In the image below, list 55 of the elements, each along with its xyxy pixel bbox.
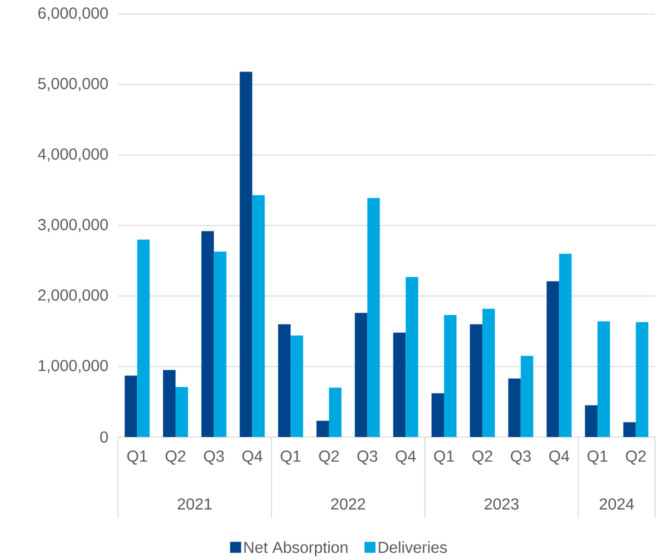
y-tick-label: 0 [100,431,108,443]
bar [470,324,482,437]
bar [124,376,138,437]
x-tick-label: Q2 [166,450,186,465]
x-tick-label: Q1 [280,450,300,465]
bar [546,281,560,437]
bar [137,240,150,437]
bar [214,252,226,437]
bar [201,231,214,437]
text: 2023 [484,498,519,510]
x-tick-label: Q4 [396,450,416,465]
bar [597,321,610,437]
x-tick-label: Q3 [204,450,224,465]
bar [290,335,304,437]
bar [328,388,342,437]
x-tick-label: Q3 [510,450,531,465]
bar [393,332,406,437]
x-tick-label: Q1 [588,450,608,465]
bar [163,370,176,437]
bar [444,315,457,437]
bar [432,393,444,437]
bar [240,72,252,437]
y-tick-label: 5,000,000 [38,78,108,92]
x-tick-label: Q2 [626,450,646,465]
bar [636,322,648,437]
bar [176,386,188,437]
y-tick-label: 1,000,000 [38,360,108,374]
bar [584,405,598,437]
bar [252,195,265,437]
bar [278,324,291,437]
x-tick-label: Q4 [549,450,570,465]
bar [406,276,418,437]
bar [482,308,495,437]
x-tick-label: Q3 [357,450,378,465]
legend-label: Deliveries [378,541,447,554]
y-tick-label: 6,000,000 [38,7,108,21]
text: 2021 [178,498,212,510]
x-tick-label: Q2 [472,450,492,465]
text: 2022 [331,498,366,510]
bar [520,356,534,437]
bar [508,378,521,437]
x-tick-label: Q2 [319,450,339,465]
y-tick-label: 3,000,000 [38,218,108,232]
bar [559,254,572,437]
text: 2024 [600,498,634,510]
x-tick-label: Q1 [127,450,148,465]
bar [623,422,636,437]
bar [316,420,329,437]
bar [354,312,368,437]
y-tick-label: 4,000,000 [38,148,108,162]
x-tick-label: Q1 [434,450,454,465]
y-tick-label: 2,000,000 [38,289,108,303]
legend-label: Net Absorption [244,541,348,556]
x-tick-label: Q4 [242,450,262,465]
bar [367,198,380,437]
